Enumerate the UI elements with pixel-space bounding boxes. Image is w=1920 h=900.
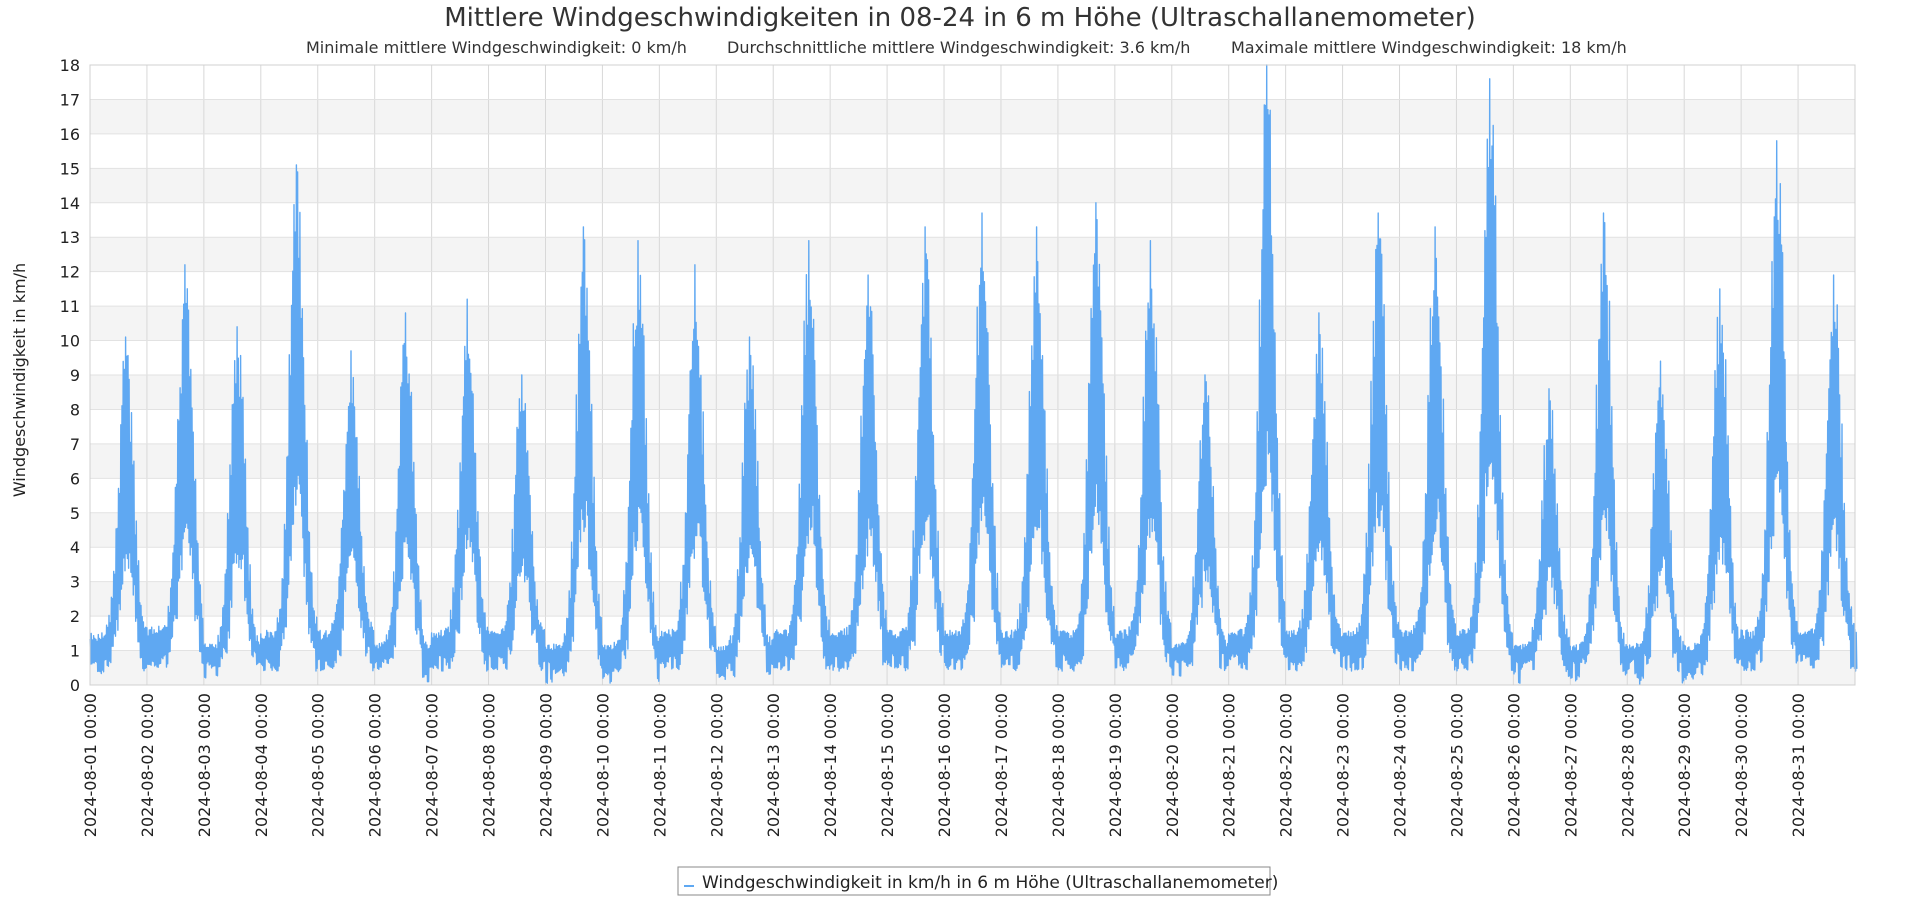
y-axis-label: Windgeschwindigkeit in km/h — [10, 263, 29, 497]
x-tick-label: 2024-08-06 00:00 — [366, 693, 385, 837]
x-tick-label: 2024-08-02 00:00 — [138, 693, 157, 837]
plot-band — [90, 306, 1855, 341]
x-tick-label: 2024-08-31 00:00 — [1789, 693, 1808, 837]
x-tick-label: 2024-08-13 00:00 — [764, 693, 783, 837]
x-axis-tick-labels: 2024-08-01 00:00 2024-08-02 00:00 2024-08-… — [81, 693, 1808, 837]
plot-band — [90, 340, 1855, 375]
plot-band — [90, 168, 1855, 203]
series-line-wind-speed — [89, 64, 1858, 685]
x-tick-label: 2024-08-28 00:00 — [1618, 693, 1637, 837]
x-tick-label: 2024-08-25 00:00 — [1447, 693, 1466, 837]
legend-box — [677, 866, 1271, 896]
x-tick-label: 2024-08-22 00:00 — [1277, 693, 1296, 837]
y-tick-label: 6 — [70, 469, 80, 488]
y-tick-label: 14 — [60, 194, 80, 213]
x-tick-label: 2024-08-10 00:00 — [593, 693, 612, 837]
x-tick-label: 2024-08-29 00:00 — [1675, 693, 1694, 837]
x-tick-label: 2024-08-20 00:00 — [1163, 693, 1182, 837]
x-tick-label: 2024-08-14 00:00 — [821, 693, 840, 837]
y-tick-label: 12 — [60, 263, 80, 282]
x-tick-label: 2024-08-04 00:00 — [252, 693, 271, 837]
x-tick-label: 2024-08-15 00:00 — [878, 693, 897, 837]
y-tick-label: 5 — [70, 504, 80, 523]
x-tick-label: 2024-08-17 00:00 — [992, 693, 1011, 837]
y-tick-label: 4 — [70, 538, 80, 557]
plot-band — [90, 237, 1855, 272]
legend-series-label: Windgeschwindigkeit in km/h in 6 m Höhe … — [702, 873, 1278, 893]
x-tick-label: 2024-08-03 00:00 — [195, 693, 214, 837]
y-tick-label: 17 — [60, 90, 80, 109]
plot-band — [90, 650, 1855, 685]
x-tick-label: 2024-08-27 00:00 — [1561, 693, 1580, 837]
y-tick-label: 2 — [70, 607, 80, 626]
x-tick-label: 2024-08-30 00:00 — [1732, 693, 1751, 837]
x-tick-label: 2024-08-09 00:00 — [536, 693, 555, 837]
y-tick-label: 3 — [70, 573, 80, 592]
y-tick-label: 15 — [60, 159, 80, 178]
plot-frame — [89, 64, 1856, 686]
subtitle-avg: Durchschnittliche mittlere Windgeschwind… — [727, 38, 1190, 57]
y-tick-label: 0 — [70, 676, 80, 695]
x-tick-label: 2024-08-19 00:00 — [1106, 693, 1125, 837]
x-tick-label: 2024-08-24 00:00 — [1391, 693, 1410, 837]
x-tick-label: 2024-08-08 00:00 — [480, 693, 499, 837]
y-tick-label: 13 — [60, 228, 80, 247]
y-tick-label: 10 — [60, 332, 80, 351]
plot-band — [90, 375, 1855, 410]
plot-band — [90, 409, 1855, 444]
plot-band — [90, 99, 1855, 134]
x-tick-label: 2024-08-21 00:00 — [1220, 693, 1239, 837]
x-tick-label: 2024-08-18 00:00 — [1049, 693, 1068, 837]
plot-band — [90, 65, 1855, 100]
subtitle-max: Maximale mittlere Windgeschwindigkeit: 1… — [1231, 38, 1627, 57]
y-tick-label: 18 — [60, 56, 80, 75]
x-tick-label: 2024-08-07 00:00 — [423, 693, 442, 837]
subtitle-min: Minimale mittlere Windgeschwindigkeit: 0… — [306, 38, 687, 57]
x-tick-label: 2024-08-26 00:00 — [1504, 693, 1523, 837]
legend[interactable]: Windgeschwindigkeit in km/h in 6 m Höhe … — [677, 866, 1278, 896]
y-tick-label: 11 — [60, 297, 80, 316]
y-tick-label: 8 — [70, 400, 80, 419]
x-tick-label: 2024-08-01 00:00 — [81, 693, 100, 837]
x-tick-label: 2024-08-12 00:00 — [707, 693, 726, 837]
y-tick-label: 7 — [70, 435, 80, 454]
y-tick-label: 1 — [70, 642, 80, 661]
plot-band — [90, 202, 1855, 238]
chart-title: Mittlere Windgeschwindigkeiten in 08-24 … — [444, 3, 1476, 33]
x-tick-label: 2024-08-16 00:00 — [935, 693, 954, 837]
plot-band — [90, 443, 1855, 479]
x-tick-label: 2024-08-11 00:00 — [650, 693, 669, 837]
x-tick-label: 2024-08-05 00:00 — [309, 693, 328, 837]
plot-band — [90, 133, 1855, 169]
y-tick-label: 9 — [70, 366, 80, 385]
plot-band — [90, 271, 1855, 307]
y-tick-label: 16 — [60, 125, 80, 144]
x-tick-label: 2024-08-23 00:00 — [1334, 693, 1353, 837]
